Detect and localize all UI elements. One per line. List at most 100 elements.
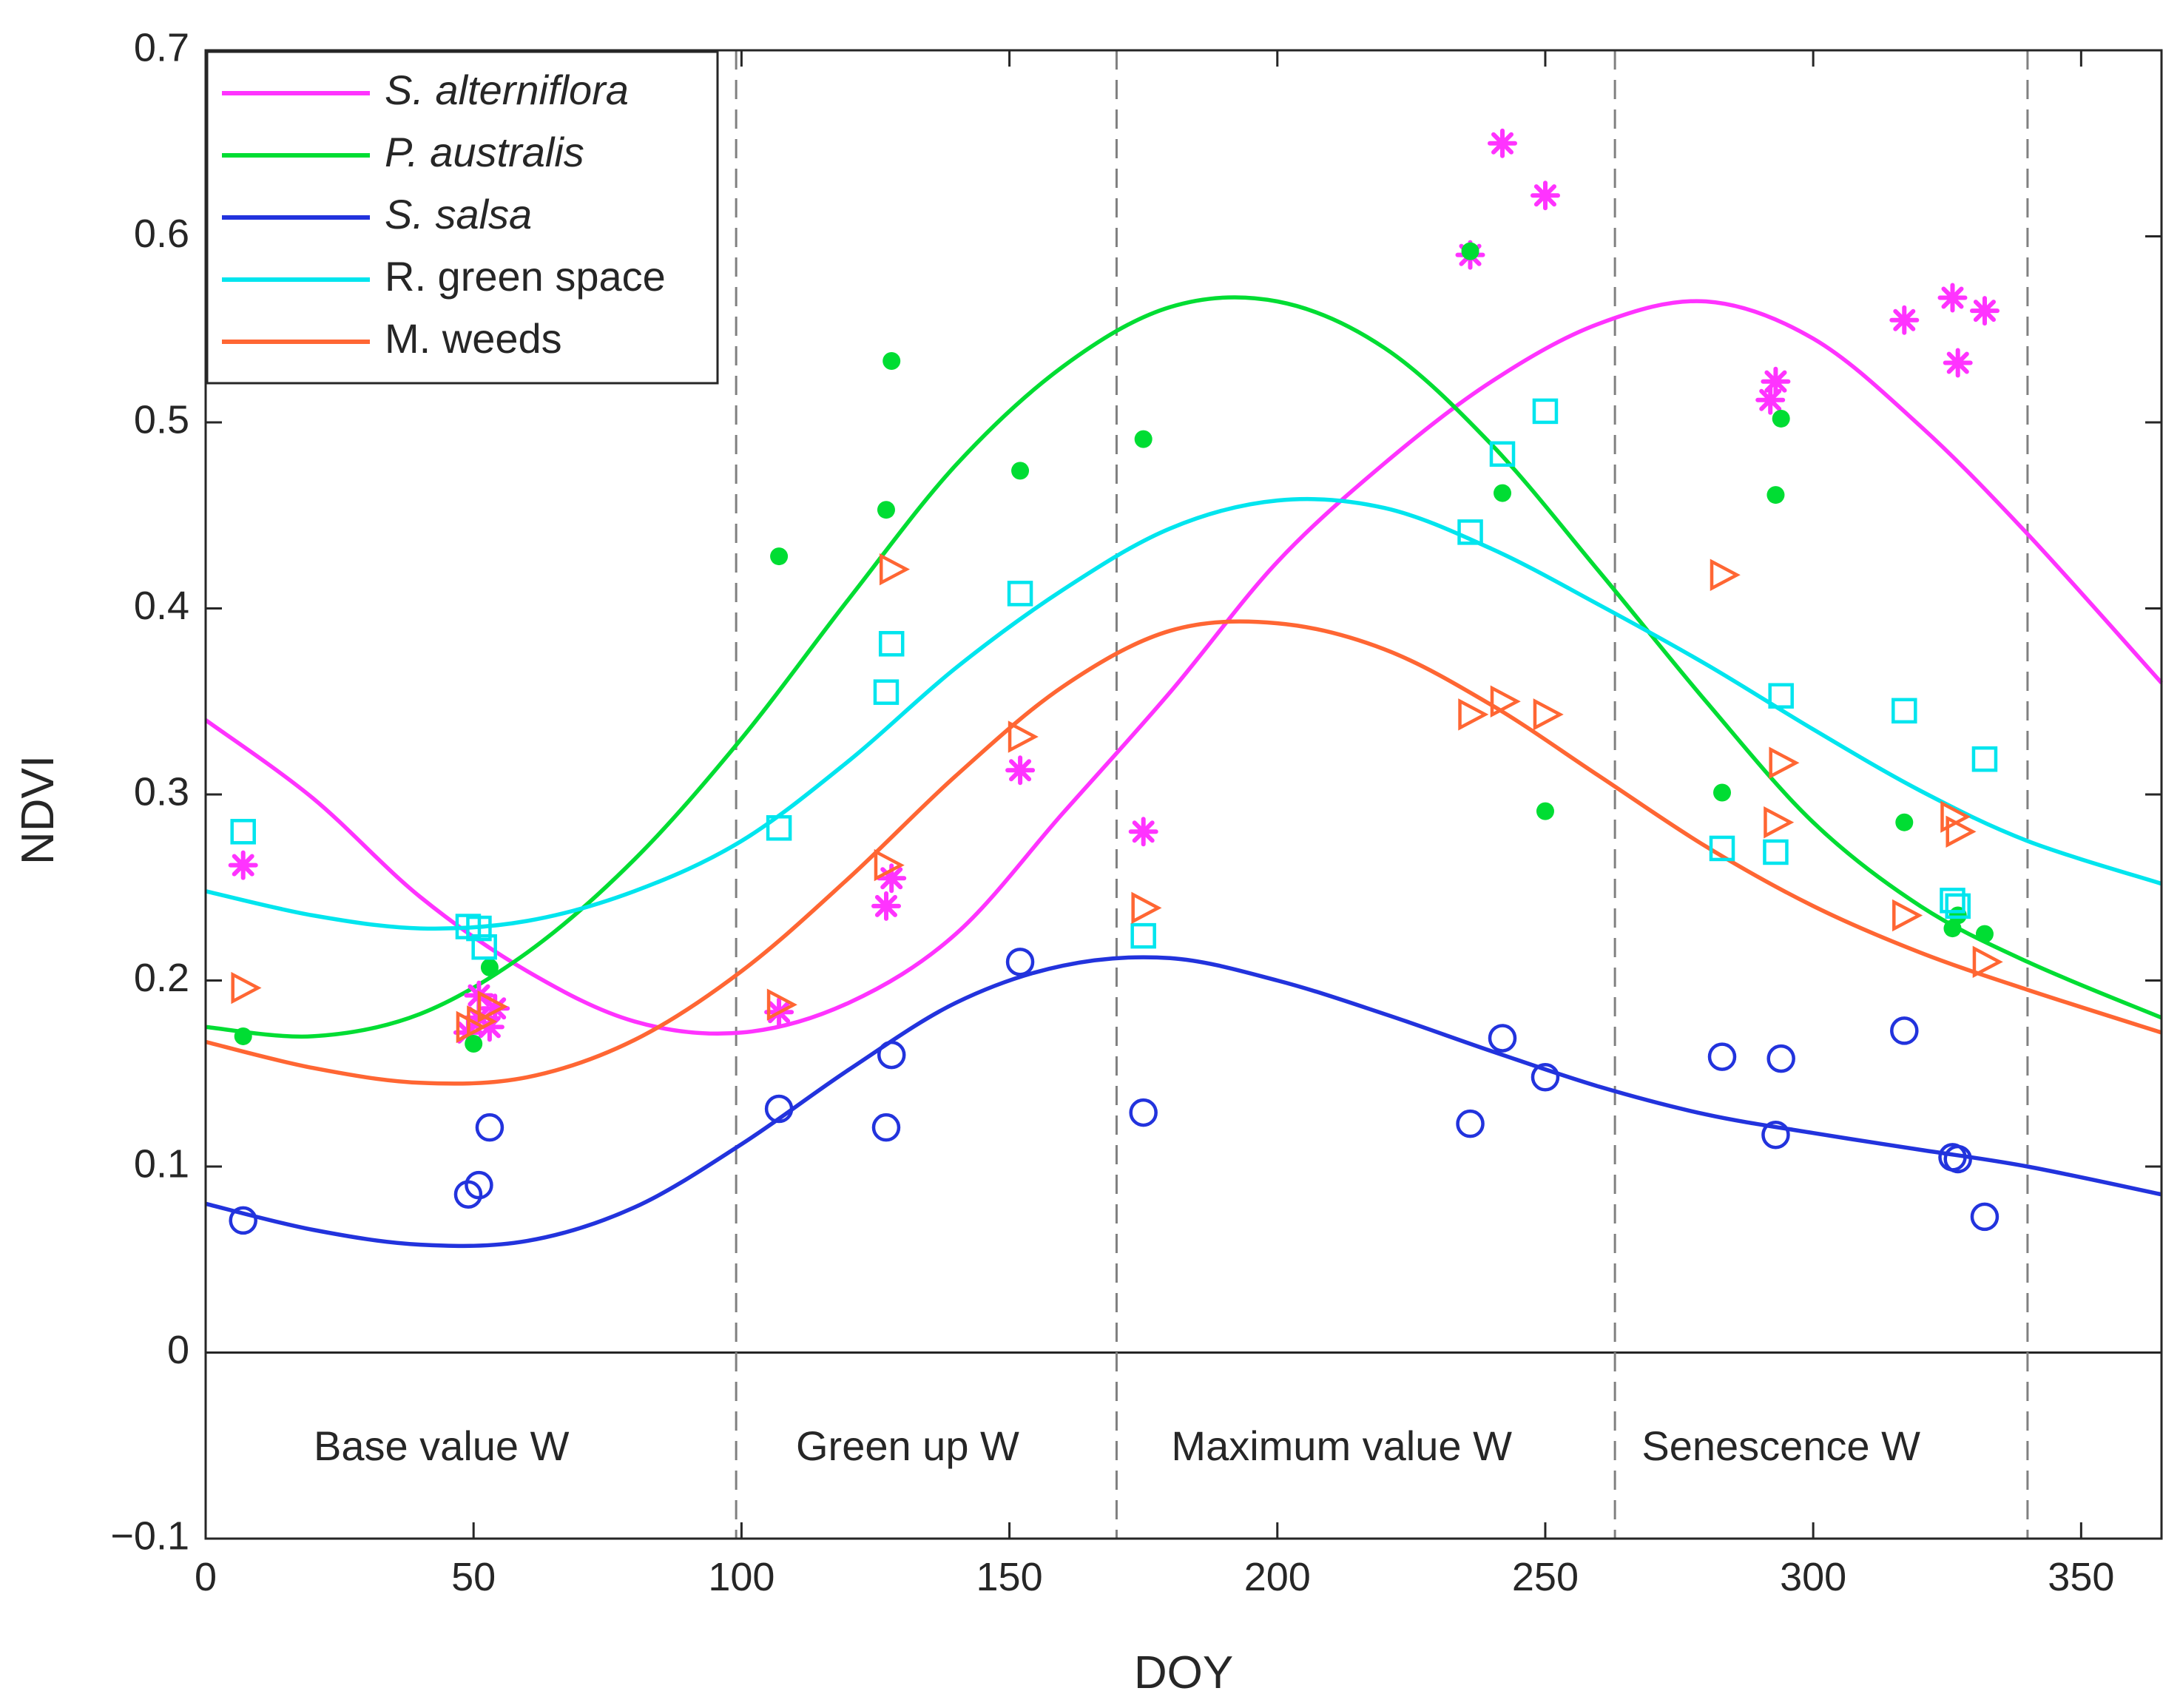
data-point-3-16 — [1940, 888, 1965, 914]
data-point-4-3 — [477, 990, 508, 1023]
data-point-2-4 — [764, 1094, 794, 1124]
data-point-2-6 — [877, 1040, 906, 1070]
window-label-2: Maximum value W — [1171, 1422, 1512, 1469]
data-point-2-9 — [1456, 1109, 1485, 1138]
legend-label-4: M. weeds — [385, 315, 562, 362]
data-point-1-12 — [1766, 486, 1785, 504]
data-point-3-5 — [873, 679, 900, 705]
data-point-0-5 — [480, 993, 510, 1024]
data-point-1-1 — [465, 1035, 483, 1053]
fit-curve-2 — [205, 955, 2162, 1249]
data-point-3-3 — [471, 934, 497, 960]
y-tick-label-6: 0.5 — [134, 397, 189, 442]
data-point-4-8 — [1131, 891, 1162, 925]
x-tick-label-4: 200 — [1244, 1555, 1311, 1599]
legend-label-0: S. alterniflora — [385, 67, 629, 113]
data-point-0-13 — [1531, 180, 1560, 211]
data-point-4-10 — [1490, 685, 1521, 718]
data-point-1-7 — [1134, 430, 1153, 448]
data-point-3-18 — [1971, 746, 1998, 772]
data-point-2-5 — [871, 1113, 901, 1142]
data-point-4-17 — [1946, 815, 1977, 848]
data-point-3-14 — [1768, 683, 1794, 709]
data-point-2-12 — [1707, 1042, 1737, 1071]
data-point-1-13 — [1772, 409, 1790, 428]
data-point-4-15 — [1892, 899, 1923, 932]
data-point-3-8 — [1130, 922, 1156, 949]
data-point-3-10 — [1489, 441, 1516, 467]
x-tick-label-1: 50 — [451, 1555, 496, 1599]
data-point-4-18 — [1972, 945, 2003, 979]
data-point-2-11 — [1531, 1063, 1560, 1092]
y-tick-label-5: 0.4 — [134, 584, 189, 628]
data-point-0-10 — [1128, 817, 1158, 847]
data-point-1-5 — [883, 352, 901, 371]
data-point-2-14 — [1766, 1044, 1795, 1073]
y-tick-label-0: −0.1 — [110, 1513, 189, 1558]
data-point-3-15 — [1892, 698, 1917, 724]
y-tick-label-4: 0.3 — [134, 769, 189, 814]
data-point-1-14 — [1895, 813, 1914, 831]
data-point-2-2 — [465, 1170, 493, 1200]
window-label-3: Senescence W — [1641, 1422, 1920, 1469]
fit-curve-3 — [205, 496, 2162, 931]
legend-label-1: P. australis — [385, 129, 584, 175]
data-point-1-8 — [1461, 242, 1479, 260]
data-point-3-12 — [1709, 835, 1735, 862]
data-point-0-8 — [877, 863, 907, 894]
y-tick-label-1: 0 — [167, 1328, 189, 1372]
data-point-4-6 — [879, 553, 911, 586]
data-point-1-3 — [770, 547, 789, 566]
data-point-3-9 — [1457, 519, 1483, 545]
data-point-2-13 — [1761, 1120, 1790, 1150]
legend: S. alterniflora P. australis S. salsa R. gr… — [206, 50, 719, 385]
data-point-0-19 — [1970, 296, 2000, 326]
y-axis-label: NDVI — [13, 755, 64, 865]
data-point-0-4 — [474, 1012, 504, 1042]
data-point-4-11 — [1533, 698, 1564, 731]
data-point-2-15 — [1890, 1016, 1919, 1045]
data-point-0-9 — [1005, 755, 1036, 786]
data-point-0-0 — [228, 850, 258, 880]
data-point-4-4 — [766, 988, 797, 1021]
data-point-0-17 — [1937, 283, 1968, 313]
x-axis-label: DOY — [1134, 1647, 1233, 1698]
data-point-2-3 — [475, 1113, 504, 1142]
data-point-2-0 — [229, 1206, 257, 1235]
x-tick-label-6: 300 — [1780, 1555, 1846, 1599]
window-label-1: Green up W — [796, 1422, 1019, 1469]
data-point-2-18 — [1970, 1202, 2000, 1232]
data-point-1-0 — [234, 1027, 252, 1045]
data-point-0-16 — [1889, 305, 1920, 335]
data-point-3-13 — [1763, 839, 1789, 865]
data-point-0-18 — [1943, 348, 1973, 378]
data-point-4-12 — [1710, 558, 1741, 591]
data-point-4-7 — [1008, 720, 1039, 753]
data-point-1-9 — [1494, 484, 1512, 502]
x-tick-label-2: 100 — [708, 1555, 775, 1599]
data-point-3-11 — [1532, 398, 1559, 425]
data-point-4-0 — [231, 971, 262, 1005]
data-point-4-9 — [1458, 698, 1489, 731]
data-point-4-2 — [467, 1005, 498, 1038]
data-point-3-4 — [766, 815, 792, 841]
y-tick-label-3: 0.2 — [134, 956, 189, 1000]
y-tick-label-8: 0.7 — [134, 25, 189, 70]
data-point-4-13 — [1764, 806, 1795, 839]
plot-area: Base value W Green up W Maximum value W Sen… — [110, 25, 2164, 1599]
data-point-1-2 — [480, 958, 499, 976]
data-point-0-7 — [871, 891, 901, 921]
data-point-1-11 — [1713, 783, 1732, 802]
fit-curve-4 — [205, 619, 2162, 1086]
window-label-0: Base value W — [314, 1422, 570, 1469]
y-tick-label-7: 0.6 — [134, 212, 189, 256]
data-point-2-17 — [1943, 1144, 1972, 1174]
data-point-3-0 — [230, 819, 256, 845]
data-point-1-6 — [1011, 462, 1030, 480]
data-point-2-7 — [1005, 948, 1035, 976]
x-tick-label-5: 250 — [1512, 1555, 1579, 1599]
data-point-4-14 — [1769, 746, 1800, 779]
data-point-3-7 — [1007, 581, 1033, 607]
data-point-1-10 — [1536, 802, 1554, 820]
